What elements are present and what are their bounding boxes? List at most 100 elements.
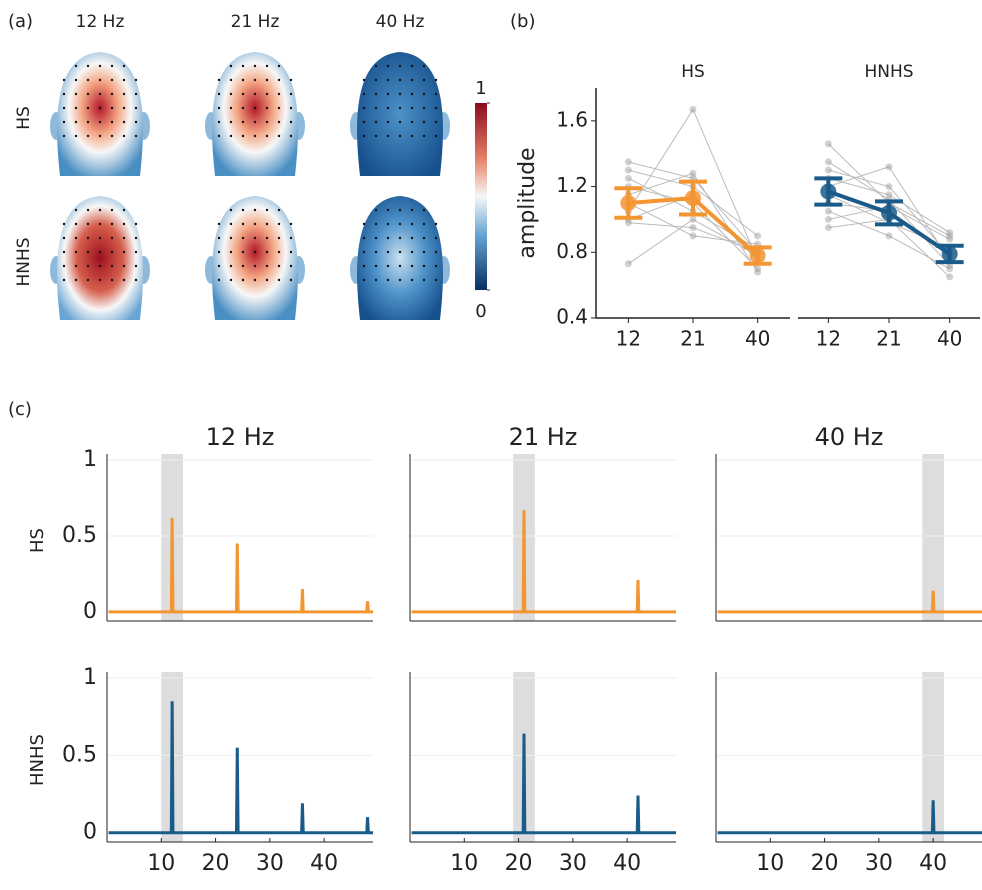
electrode xyxy=(217,120,221,124)
mean-point xyxy=(620,195,637,211)
electrode xyxy=(386,78,390,82)
electrode xyxy=(122,222,126,226)
electrode xyxy=(86,250,90,254)
spectrum-line xyxy=(108,517,373,614)
electrode xyxy=(74,64,78,68)
subject-point xyxy=(824,166,832,174)
electrode xyxy=(362,134,366,138)
x-tick-label: 40 xyxy=(937,327,962,351)
subject-point xyxy=(885,232,893,240)
electrode xyxy=(134,92,138,96)
mean-point xyxy=(749,247,766,264)
electrode xyxy=(265,134,269,138)
subject-point xyxy=(689,224,697,232)
electrode xyxy=(398,134,402,138)
electrode xyxy=(289,120,293,124)
electrode xyxy=(229,78,233,82)
electrode xyxy=(217,278,221,282)
electrode xyxy=(134,134,138,138)
electrode xyxy=(217,250,221,254)
electrode xyxy=(74,222,78,226)
electrode xyxy=(277,278,281,282)
electrode xyxy=(434,92,438,96)
electrode xyxy=(265,64,269,68)
x-tick-label: 12 xyxy=(816,327,841,351)
electrode xyxy=(110,222,114,226)
x-tick-label: 30 xyxy=(559,851,587,876)
electrode xyxy=(98,64,102,68)
electrode xyxy=(362,278,366,282)
electrode xyxy=(374,278,378,282)
electrode xyxy=(265,222,269,226)
electrode xyxy=(410,64,414,68)
electrode xyxy=(410,120,414,124)
electrode xyxy=(86,236,90,240)
subject-point xyxy=(946,265,954,273)
electrode xyxy=(110,250,114,254)
panel-title: HNHS xyxy=(864,62,913,82)
electrode xyxy=(374,208,378,212)
electrode xyxy=(398,250,402,254)
subject-line xyxy=(828,169,951,256)
y-tick-label: 1 xyxy=(83,665,97,690)
x-tick-label: 20 xyxy=(811,851,839,876)
electrode xyxy=(410,208,414,212)
electrode xyxy=(62,92,66,96)
electrode xyxy=(362,236,366,240)
electrode xyxy=(86,134,90,138)
electrode xyxy=(74,78,78,82)
y-tick-label: 0 xyxy=(83,820,97,845)
electrode xyxy=(253,120,257,124)
electrode xyxy=(98,278,102,282)
y-tick-label: 0.4 xyxy=(556,305,588,329)
electrode xyxy=(265,250,269,254)
electrode xyxy=(277,120,281,124)
electrode xyxy=(229,278,233,282)
subject-line xyxy=(628,161,759,253)
electrode xyxy=(62,250,66,254)
electrode xyxy=(229,250,233,254)
electrode xyxy=(241,208,245,212)
x-tick-label: 21 xyxy=(680,327,705,351)
electrode xyxy=(289,236,293,240)
head xyxy=(212,196,298,320)
y-tick-label: 0.5 xyxy=(62,523,97,548)
x-tick-label: 40 xyxy=(919,851,947,876)
electrode xyxy=(134,106,138,110)
subject-point xyxy=(624,166,632,174)
stimulus-band xyxy=(922,454,944,621)
mean-point xyxy=(881,204,897,221)
electrode xyxy=(374,120,378,124)
head xyxy=(57,196,143,320)
electrode xyxy=(86,106,90,110)
electrode xyxy=(265,236,269,240)
subject-line xyxy=(828,218,951,278)
subject-point xyxy=(624,260,632,268)
electrode xyxy=(289,250,293,254)
electrode xyxy=(422,106,426,110)
electrode xyxy=(134,78,138,82)
electrode xyxy=(289,134,293,138)
electrode xyxy=(98,222,102,226)
electrode xyxy=(241,134,245,138)
electrode xyxy=(229,106,233,110)
electrode xyxy=(217,134,221,138)
electrode xyxy=(241,120,245,124)
panel-title: HS xyxy=(681,62,705,82)
electrode xyxy=(122,236,126,240)
electrode xyxy=(410,78,414,82)
electrode xyxy=(277,222,281,226)
electrode xyxy=(110,264,114,268)
column-title: 12 Hz xyxy=(206,423,275,451)
electrode xyxy=(434,250,438,254)
column-title: 40 Hz xyxy=(376,12,425,32)
electrode xyxy=(122,78,126,82)
electrode xyxy=(265,92,269,96)
x-tick-label: 30 xyxy=(865,851,893,876)
electrode xyxy=(62,120,66,124)
electrode xyxy=(434,78,438,82)
electrode xyxy=(253,208,257,212)
electrode xyxy=(434,278,438,282)
electrode xyxy=(74,208,78,212)
electrode xyxy=(277,264,281,268)
